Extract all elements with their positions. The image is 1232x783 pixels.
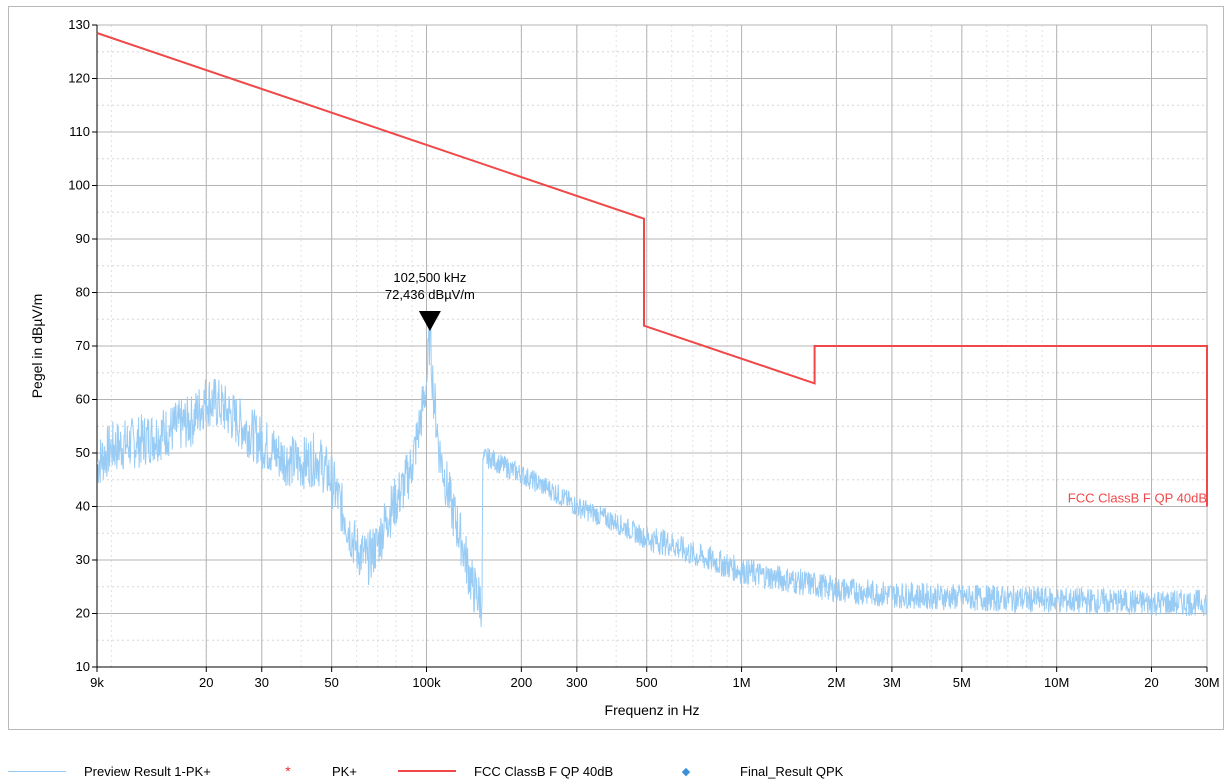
x-axis-label: Frequenz in Hz xyxy=(605,702,700,718)
x-tick-label: 1M xyxy=(733,675,751,690)
x-tick-label: 100k xyxy=(412,675,441,690)
legend-item-limit: FCC ClassB F QP 40dB xyxy=(398,760,613,782)
legend-label-pk: PK+ xyxy=(332,763,357,779)
legend-line-preview-icon xyxy=(8,770,66,772)
y-tick-label: 60 xyxy=(76,392,90,407)
legend-item-pk: * PK+ xyxy=(278,760,357,782)
y-tick-label: 100 xyxy=(68,178,90,193)
x-tick-label: 20 xyxy=(199,675,213,690)
y-tick-label: 40 xyxy=(76,499,90,514)
y-tick-label: 10 xyxy=(76,659,90,674)
y-tick-label: 20 xyxy=(76,606,90,621)
legend-item-final: ◆ Final_Result QPK xyxy=(676,760,844,782)
x-tick-label: 3M xyxy=(883,675,901,690)
x-tick-label: 20 xyxy=(1144,675,1158,690)
legend-label-limit: FCC ClassB F QP 40dB xyxy=(474,763,614,779)
y-tick-label: 70 xyxy=(76,338,90,353)
y-tick-label: 120 xyxy=(68,71,90,86)
x-tick-label: 200 xyxy=(510,675,532,690)
x-tick-label: 9k xyxy=(90,675,104,690)
chart-frame: 10 20 30 40 50 60 70 80 90 100 110 120 130 9k 20 30 50 10… xyxy=(8,6,1224,730)
legend-label-final: Final_Result QPK xyxy=(740,763,844,779)
emission-chart: 10 20 30 40 50 60 70 80 90 100 110 120 130 9k 20 30 50 10… xyxy=(29,17,1220,718)
y-tick-label: 80 xyxy=(76,285,90,300)
y-tick-label: 50 xyxy=(76,445,90,460)
x-tick-label: 50 xyxy=(324,675,338,690)
y-tick-label: 90 xyxy=(76,231,90,246)
preview-line xyxy=(97,322,1208,628)
star-marker-icon: * xyxy=(285,763,291,779)
x-tick-label: 2M xyxy=(827,675,845,690)
limit-line-label: FCC ClassB F QP 40dB xyxy=(1068,490,1207,505)
x-tick-label: 30 xyxy=(255,675,269,690)
legend: Preview Result 1-PK+ * PK+ FCC ClassB F … xyxy=(0,760,1232,782)
marker-level-label: 72,436 dBµV/m xyxy=(385,287,475,302)
limit-line xyxy=(96,32,1208,507)
x-tick-label: 30M xyxy=(1194,675,1219,690)
legend-label-preview: Preview Result 1-PK+ xyxy=(84,763,211,779)
peak-marker xyxy=(418,310,441,331)
x-tick-label: 10M xyxy=(1044,675,1069,690)
diamond-marker-icon: ◆ xyxy=(681,765,691,778)
marker-frequency-label: 102,500 kHz xyxy=(393,270,466,285)
y-axis-label: Pegel in dBµV/m xyxy=(29,294,45,399)
legend-item-preview: Preview Result 1-PK+ xyxy=(8,760,211,782)
y-tick-label: 130 xyxy=(68,17,90,32)
x-tick-label: 300 xyxy=(566,675,588,690)
x-tick-label: 5M xyxy=(953,675,971,690)
x-tick-label: 500 xyxy=(636,675,658,690)
y-tick-label: 30 xyxy=(76,552,90,567)
legend-line-limit-icon xyxy=(398,770,456,772)
y-tick-label: 110 xyxy=(69,124,90,139)
